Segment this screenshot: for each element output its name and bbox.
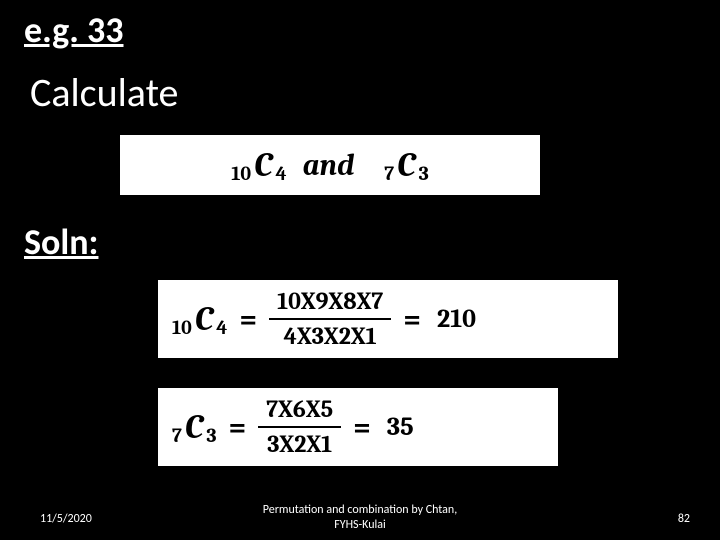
fraction-1: 10X9X8X7 4X3X2X1 bbox=[269, 285, 391, 353]
calculate-label: Calculate bbox=[30, 68, 178, 117]
fraction-2: 7X6X5 3X2X1 bbox=[258, 393, 341, 461]
expression-box: 10 C 4 and 7 C 3 bbox=[120, 135, 540, 195]
footer-page-number: 82 bbox=[678, 512, 690, 526]
solution-line-1: 10 C 4 = 10X9X8X7 4X3X2X1 = 210 bbox=[158, 280, 618, 358]
equals-sign: = bbox=[239, 302, 257, 337]
equals-sign: = bbox=[353, 410, 371, 445]
and-text: and bbox=[303, 148, 355, 183]
example-number: e.g. 33 bbox=[24, 8, 124, 52]
result-1: 210 bbox=[437, 304, 476, 334]
footer-attribution: Permutation and combination by Chtan, FY… bbox=[263, 503, 457, 532]
equals-sign: = bbox=[403, 302, 421, 337]
combination-10-4: 10 C 4 bbox=[231, 145, 286, 185]
equals-sign: = bbox=[229, 410, 247, 445]
result-2: 35 bbox=[387, 412, 414, 442]
solution-line-2: 7 C 3 = 7X6X5 3X2X1 = 35 bbox=[158, 388, 558, 466]
combination-lhs-2: 7 C 3 bbox=[172, 407, 217, 447]
solution-label: Soln: bbox=[24, 220, 98, 264]
combination-7-3: 7 C 3 bbox=[384, 145, 429, 185]
combination-lhs-1: 10 C 4 bbox=[172, 299, 227, 339]
footer-date: 11/5/2020 bbox=[40, 512, 92, 526]
